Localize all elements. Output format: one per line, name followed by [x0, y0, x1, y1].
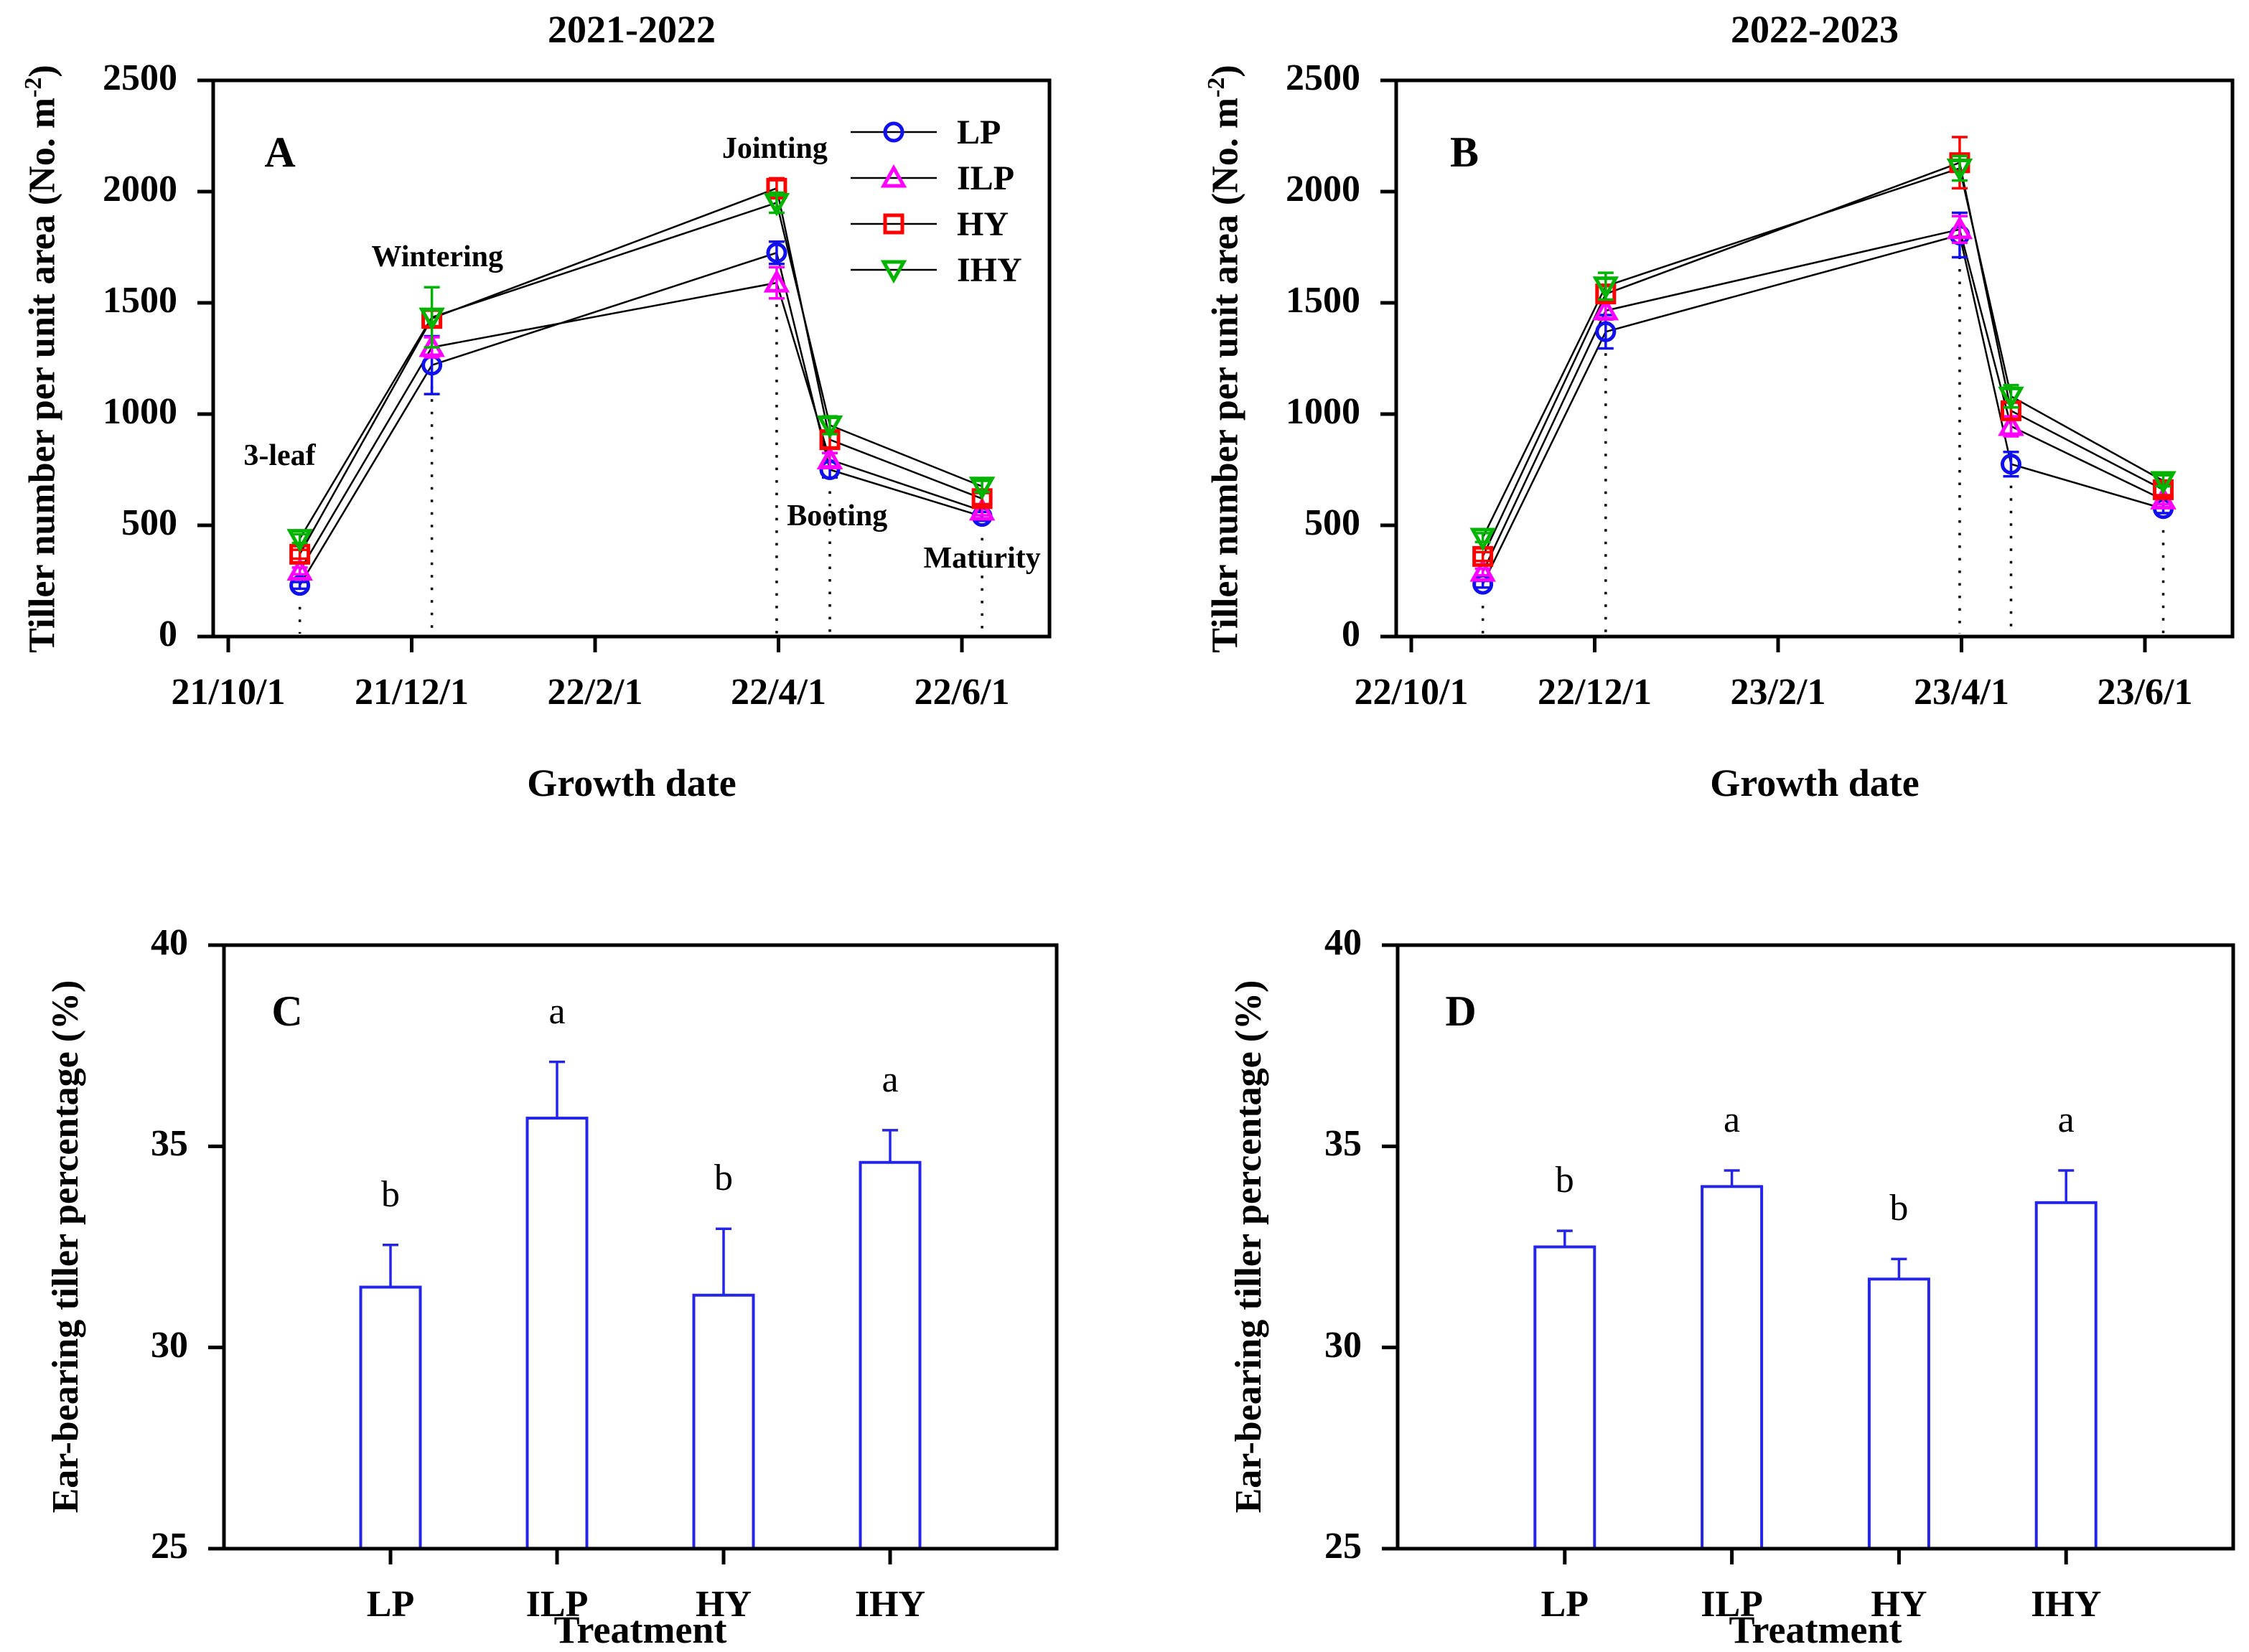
x-tick-label: 23/2/1: [1730, 672, 1826, 713]
legend-label: ILP: [957, 159, 1015, 197]
legend-label: HY: [957, 205, 1009, 243]
legend-item-ilp: ILP: [851, 155, 1022, 201]
x-tick-label: 22/12/1: [1538, 672, 1652, 713]
panel-letter-A: A: [264, 128, 296, 176]
x-tick-label: 21/10/1: [171, 672, 286, 713]
panel-C-graphics: [208, 943, 1059, 1564]
significance-letter: b: [1889, 1188, 1909, 1229]
bar-LP: [1533, 1245, 1596, 1550]
category-label: LP: [366, 1584, 415, 1625]
y-tick-label: 2500: [1286, 57, 1360, 98]
series-LP: [1472, 211, 2174, 595]
stage-annotation: Jointing: [721, 132, 828, 166]
category-label: HY: [696, 1584, 752, 1625]
y-tick-label: 500: [1304, 502, 1360, 543]
y-tick-label: 1000: [1286, 391, 1360, 432]
legend: LP ILP HY IHY: [851, 109, 1022, 293]
category-label: ILP: [1701, 1584, 1763, 1625]
legend-item-ihy: IHY: [851, 247, 1022, 293]
y-tick-label: 35: [1324, 1123, 1362, 1165]
legend-label: IHY: [957, 250, 1022, 289]
y-tick-label: 30: [151, 1324, 188, 1366]
significance-letter: b: [1555, 1160, 1574, 1201]
significance-letter: a: [2057, 1099, 2075, 1140]
series-IHY: [1469, 154, 2176, 552]
category-label: ILP: [525, 1584, 589, 1625]
stage-annotation: Maturity: [923, 541, 1041, 575]
category-label: IHY: [854, 1584, 926, 1625]
x-tick-label: 23/6/1: [2097, 672, 2193, 713]
panel-b-x-axis-label: Growth date: [1710, 761, 1920, 804]
legend-item-lp: LP: [851, 109, 1022, 155]
significance-letter: b: [381, 1173, 400, 1215]
x-tick-label: 23/4/1: [1914, 672, 2009, 713]
panel-a-title: 2021-2022: [548, 8, 716, 51]
panel-c-y-axis-label: Ear-bearing tiller percentage (%): [45, 980, 86, 1513]
panel-B-graphics: [1380, 78, 2235, 652]
x-tick-label: 22/6/1: [914, 672, 1010, 713]
y-tick-label: 35: [151, 1123, 188, 1165]
hy-line-marker-icon: [851, 213, 937, 235]
y-tick-label: 1500: [1286, 280, 1360, 321]
category-label: IHY: [2031, 1584, 2102, 1625]
x-tick-label: 22/2/1: [547, 672, 643, 713]
bar-HY: [692, 1293, 755, 1551]
bar-LP: [359, 1285, 422, 1550]
y-tick-label: 0: [159, 614, 177, 654]
bar-ILP: [525, 1117, 589, 1550]
y-tick-label: 25: [1324, 1526, 1362, 1567]
legend-item-hy: HY: [851, 201, 1022, 247]
category-label: HY: [1871, 1584, 1927, 1625]
stage-annotation: Booting: [787, 499, 888, 532]
series-IHY: [286, 191, 996, 553]
panel-b-title: 2022-2023: [1731, 8, 1899, 51]
panel-d-y-axis-label: Ear-bearing tiller percentage (%): [1228, 980, 1269, 1513]
panel-a-x-axis-label: Growth date: [527, 761, 737, 804]
bar-IHY: [859, 1160, 922, 1550]
y-tick-label: 500: [121, 502, 177, 543]
panel-A-graphics: [197, 78, 1052, 652]
x-tick-label: 22/4/1: [731, 672, 826, 713]
panel-d-x-axis-label: Treatment: [1729, 1608, 1902, 1651]
legend-label: LP: [957, 113, 1001, 151]
stage-annotation: 3-leaf: [243, 439, 316, 472]
y-tick-label: 1500: [103, 280, 177, 321]
lp-line-marker-icon: [851, 121, 937, 143]
y-tick-label: 1000: [103, 391, 177, 432]
significance-letter: a: [548, 990, 566, 1032]
y-tick-label: 0: [1342, 614, 1360, 654]
panel-D-graphics: [1382, 943, 2235, 1564]
panel-letter-D: D: [1445, 987, 1477, 1035]
y-tick-label: 2000: [1286, 169, 1360, 210]
y-tick-label: 25: [151, 1526, 188, 1567]
y-tick-label: 2500: [103, 57, 177, 98]
y-tick-label: 40: [151, 922, 188, 963]
significance-letter: a: [882, 1059, 899, 1100]
y-tick-label: 30: [1324, 1324, 1362, 1366]
bar-HY: [1867, 1277, 1930, 1551]
bar-IHY: [2034, 1201, 2098, 1550]
x-tick-label: 22/10/1: [1354, 672, 1469, 713]
y-tick-label: 2000: [103, 169, 177, 210]
ihy-line-marker-icon: [851, 260, 937, 284]
x-tick-label: 21/12/1: [355, 672, 469, 713]
significance-letter: b: [714, 1158, 733, 1199]
series-ILP: [1469, 215, 2176, 582]
bar-ILP: [1701, 1185, 1764, 1551]
panel-letter-C: C: [271, 987, 303, 1035]
panel-c-x-axis-label: Treatment: [553, 1608, 727, 1651]
ilp-line-marker-icon: [851, 164, 937, 188]
category-label: LP: [1540, 1584, 1589, 1625]
panel-letter-B: B: [1449, 128, 1479, 176]
stage-annotation: Wintering: [371, 240, 504, 273]
significance-letter: a: [1724, 1099, 1741, 1140]
y-tick-label: 40: [1324, 922, 1362, 963]
